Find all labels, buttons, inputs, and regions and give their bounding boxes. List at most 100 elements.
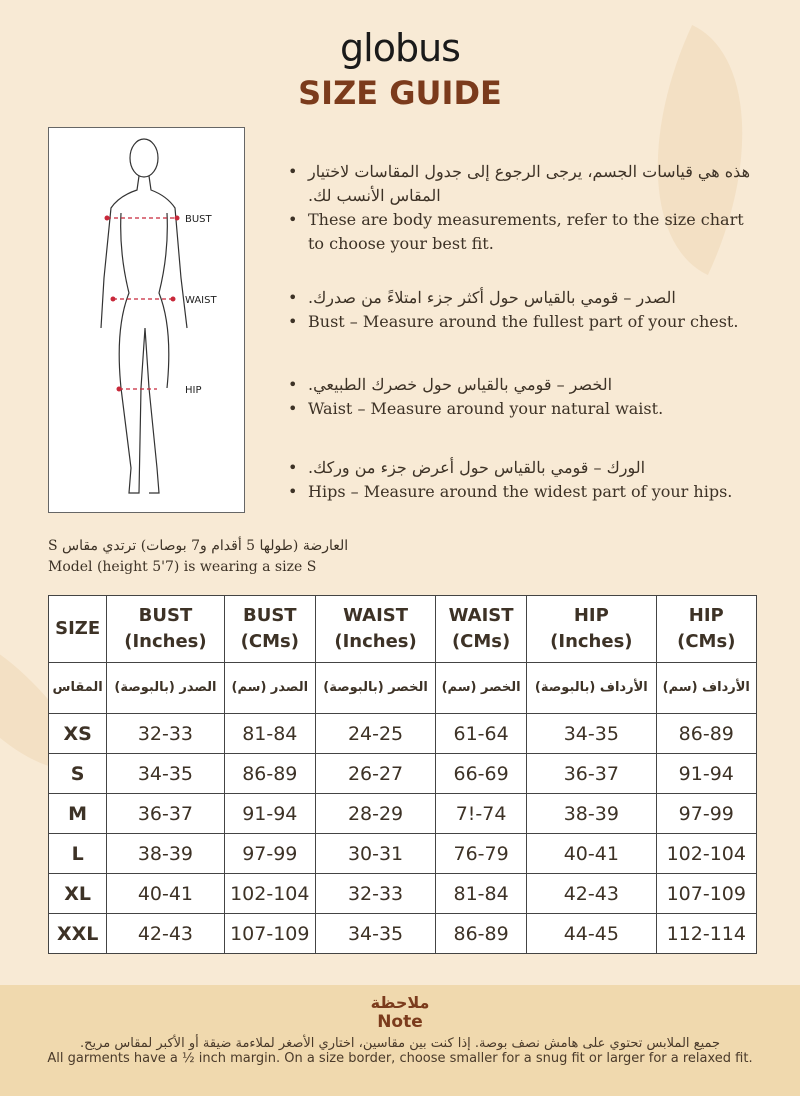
size-cell: M <box>47 793 108 834</box>
measurement-cell: 7!-74 <box>435 793 528 834</box>
size-chart-table: SIZE BUST (Inches) BUST (CMs) WAIST (Inches) WA… <box>47 595 758 954</box>
header-cell: WAIST (CMs) <box>435 595 528 663</box>
table-row: M 36-37 91-94 28-29 7!-74 38-39 97-99 <box>47 793 758 834</box>
header-row-arabic: المقاس الصدر (بالبوصة) الصدر (سم) الخصر (با… <box>47 662 758 714</box>
header-text: HIP <box>573 605 609 626</box>
header-text: SIZE <box>55 618 101 639</box>
header-text: BUST <box>243 605 297 626</box>
header-cell-arabic: الأرداف (بالبوصة) <box>526 662 657 714</box>
header-text: (Inches) <box>124 631 207 652</box>
bullet-group-waist: الخصر – قومي بالقياس حول خصرك الطبيعي. W… <box>288 373 758 421</box>
measurement-cell: 97-99 <box>655 793 758 834</box>
model-note-arabic: العارضة (طولها 5 أقدام و7 بوصات) ترتدي م… <box>48 538 349 554</box>
size-cell: L <box>47 833 108 874</box>
header-cell-arabic: الصدر (سم) <box>223 662 317 714</box>
header-text: BUST <box>138 605 193 626</box>
measurement-cell: 30-31 <box>315 833 437 874</box>
measurement-cell: 76-79 <box>435 833 528 874</box>
body-outline-illustration: BUST WAIST HIP <box>100 138 217 494</box>
bust-label: BUST <box>185 214 213 225</box>
bullet-arabic: الخصر – قومي بالقياس حول خصرك الطبيعي. <box>288 373 758 397</box>
measurement-cell: 40-41 <box>526 833 657 874</box>
table-row: XXL 42-43 107-109 34-35 86-89 44-45 112-114 <box>47 913 758 954</box>
page-title: SIZE GUIDE <box>298 74 502 112</box>
header-cell-arabic: الخصر (بالبوصة) <box>315 662 437 714</box>
header-text: WAIST <box>343 605 409 626</box>
table-row: XS 32-33 81-84 24-25 61-64 34-35 86-89 <box>47 713 758 754</box>
bullet-group-hips: الورك – قومي بالقياس حول أعرض جزء من ورك… <box>288 456 758 504</box>
header-cell-arabic: الصدر (بالبوصة) <box>106 662 225 714</box>
header-cell: HIP (CMs) <box>655 595 758 663</box>
header-text: WAIST <box>448 605 514 626</box>
size-cell: XXL <box>47 913 108 954</box>
measurement-cell: 24-25 <box>315 713 437 754</box>
brand-logo: globus <box>340 26 461 70</box>
measurement-cell: 107-109 <box>655 873 758 914</box>
measurement-cell: 34-35 <box>315 913 437 954</box>
note-title-arabic: ملاحظة <box>370 993 430 1012</box>
measurement-cell: 102-104 <box>655 833 758 874</box>
measurement-cell: 112-114 <box>655 913 758 954</box>
table-row: L 38-39 97-99 30-31 76-79 40-41 102-104 <box>47 833 758 874</box>
waist-label: WAIST <box>185 295 217 306</box>
bullet-english: Waist – Measure around your natural wais… <box>288 397 758 421</box>
model-note-english: Model (height 5'7) is wearing a size S <box>48 559 317 575</box>
header-cell-arabic: الأرداف (سم) <box>655 662 758 714</box>
header-cell-arabic: الخصر (سم) <box>435 662 528 714</box>
measurement-cell: 42-43 <box>526 873 657 914</box>
header-cell: BUST (CMs) <box>223 595 317 663</box>
measurement-cell: 97-99 <box>223 833 317 874</box>
bullet-english: Hips – Measure around the widest part of… <box>288 480 758 504</box>
header-cell: SIZE <box>47 595 108 663</box>
header-text: (Inches) <box>550 631 633 652</box>
measurement-cell: 28-29 <box>315 793 437 834</box>
table-row: XL 40-41 102-104 32-33 81-84 42-43 107-109 <box>47 873 758 914</box>
header-text: (CMs) <box>677 631 736 652</box>
header-cell: HIP (Inches) <box>526 595 657 663</box>
header-cell-arabic: المقاس <box>47 662 108 714</box>
bullet-group-bust: الصدر – قومي بالقياس حول أكثر جزء امتلاء… <box>288 286 758 334</box>
measurement-cell: 107-109 <box>223 913 317 954</box>
measurement-cell: 81-84 <box>223 713 317 754</box>
measurement-cell: 86-89 <box>223 753 317 794</box>
measurement-cell: 34-35 <box>526 713 657 754</box>
bullet-arabic: الصدر – قومي بالقياس حول أكثر جزء امتلاء… <box>288 286 758 310</box>
measurement-cell: 61-64 <box>435 713 528 754</box>
header-text: (CMs) <box>240 631 299 652</box>
note-body-arabic: جميع الملابس تحتوي على هامش نصف بوصة. إذ… <box>79 1036 721 1051</box>
header-text: (CMs) <box>451 631 511 652</box>
measurement-cell: 91-94 <box>223 793 317 834</box>
measurement-cell: 40-41 <box>106 873 225 914</box>
hip-label: HIP <box>185 385 202 396</box>
note-body-english: All garments have a ½ inch margin. On a … <box>47 1051 753 1066</box>
measurement-cell: 86-89 <box>435 913 528 954</box>
measurement-cell: 32-33 <box>315 873 437 914</box>
measurement-cell: 32-33 <box>106 713 225 754</box>
header-row-english: SIZE BUST (Inches) BUST (CMs) WAIST (Inches) WA… <box>47 595 758 663</box>
bullet-arabic: هذه هي قياسات الجسم، يرجى الرجوع إلى جدو… <box>288 160 758 208</box>
note-title-english: Note <box>377 1012 423 1032</box>
measurement-cell: 44-45 <box>526 913 657 954</box>
header-cell: WAIST (Inches) <box>315 595 437 663</box>
note-band: ملاحظة Note جميع الملابس تحتوي على هامش … <box>0 985 800 1096</box>
measurement-cell: 42-43 <box>106 913 225 954</box>
table-row: S 34-35 86-89 26-27 66-69 36-37 91-94 <box>47 753 758 794</box>
size-cell: XL <box>47 873 108 914</box>
measurement-cell: 38-39 <box>106 833 225 874</box>
measurement-cell: 38-39 <box>526 793 657 834</box>
size-cell: S <box>47 753 108 794</box>
bullet-english: These are body measurements, refer to th… <box>288 208 758 256</box>
measurement-cell: 26-27 <box>315 753 437 794</box>
measurement-cell: 91-94 <box>655 753 758 794</box>
measurement-cell: 66-69 <box>435 753 528 794</box>
body-figure: BUST WAIST HIP <box>48 127 245 513</box>
header-text: HIP <box>688 605 724 626</box>
measurement-cell: 36-37 <box>106 793 225 834</box>
measurement-cell: 34-35 <box>106 753 225 794</box>
bullet-arabic: الورك – قومي بالقياس حول أعرض جزء من ورك… <box>288 456 758 480</box>
header-cell: BUST (Inches) <box>106 595 225 663</box>
measurement-cell: 36-37 <box>526 753 657 794</box>
header-text: (Inches) <box>334 631 417 652</box>
bullet-english: Bust – Measure around the fullest part o… <box>288 310 758 334</box>
measurement-cell: 102-104 <box>223 873 317 914</box>
